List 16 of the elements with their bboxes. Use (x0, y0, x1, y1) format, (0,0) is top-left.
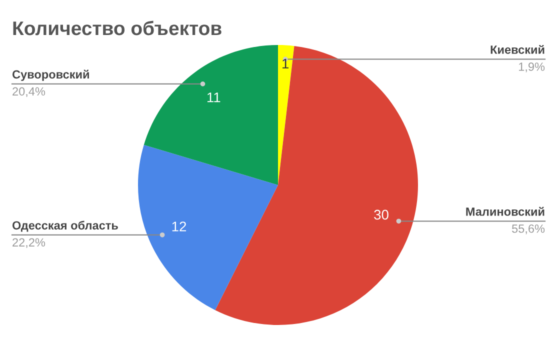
data-label: 1 (282, 58, 289, 68)
data-label: 12 (172, 222, 186, 232)
slice-label: Малиновский (466, 206, 544, 216)
text: 20,4% (12, 87, 46, 97)
data-label: 30 (374, 210, 388, 220)
pie-slice (138, 144, 278, 310)
chart-title: Количество объектов (13, 20, 222, 36)
pie-slice (144, 45, 278, 185)
slice-label: Киевский (490, 44, 544, 54)
text: 22,2% (12, 238, 46, 248)
pie-slice (278, 45, 294, 185)
slice-label: Одесская область (12, 220, 118, 232)
data-label: 11 (207, 92, 220, 102)
text: 1,9% (518, 62, 545, 72)
text: 55,6% (512, 224, 545, 234)
slice-label: Суворовский (12, 70, 89, 81)
